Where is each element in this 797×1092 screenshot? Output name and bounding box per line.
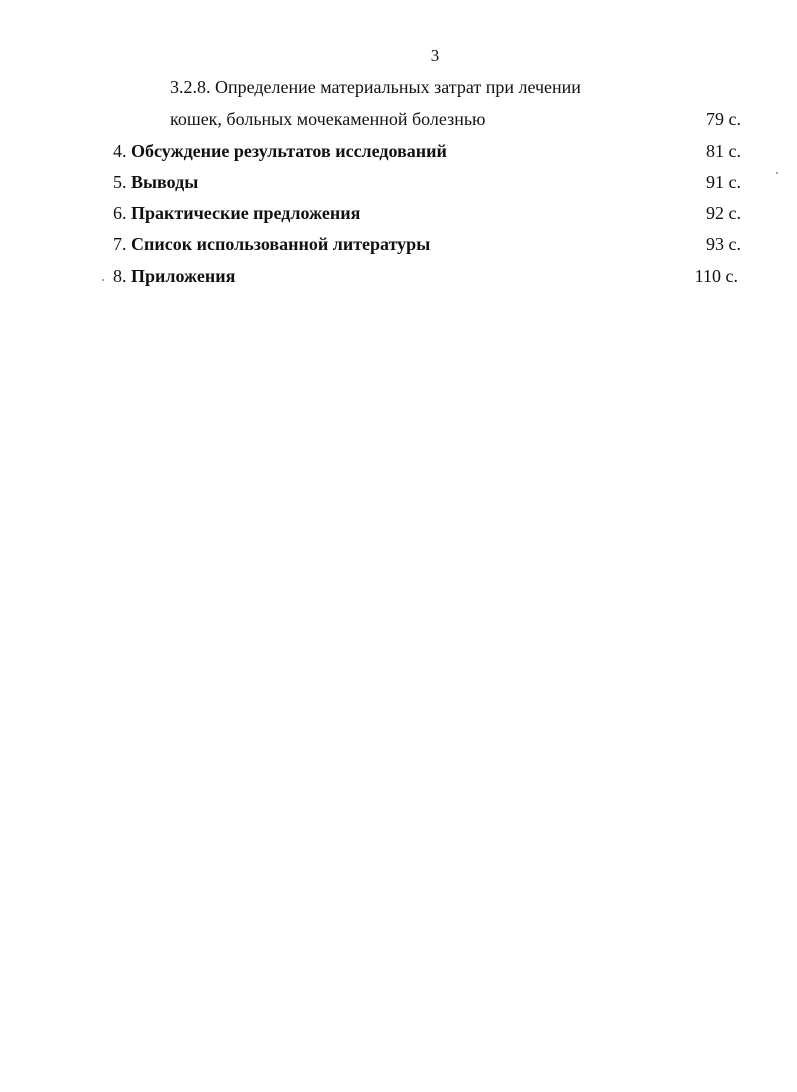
toc-entry-number: 7. xyxy=(113,234,127,254)
toc-entry-page: 93 с. xyxy=(706,234,741,254)
toc-entry-title: Список использованной литературы xyxy=(131,234,431,254)
toc-entry-title: Приложения xyxy=(131,266,236,286)
toc-entry-number: 5. xyxy=(113,172,127,192)
toc-entry-page: 91 с. xyxy=(706,172,741,192)
toc-entry-6: 6. Практические предложения 92 с. xyxy=(113,202,741,224)
toc-entry-4: 4. Обсуждение результатов исследований 8… xyxy=(113,140,741,162)
toc-entry-number: 8. xyxy=(113,266,127,286)
toc-entry-number: 4. xyxy=(113,141,127,161)
toc-entry-page: 81 с. xyxy=(706,141,741,161)
toc-entry-title: Выводы xyxy=(131,172,199,192)
toc-entry-title: Обсуждение результатов исследований xyxy=(131,141,447,161)
scan-speck xyxy=(102,279,104,281)
toc-entry-title: Практические предложения xyxy=(131,203,361,223)
toc-entry-number: 3.2.8. xyxy=(170,77,211,97)
toc-entry-8: 8. Приложения 110 с. xyxy=(113,265,738,287)
toc-entry-page: 79 с. xyxy=(706,109,741,129)
toc-entry-title: Определение материальных затрат при лече… xyxy=(215,77,581,97)
toc-entry-3-2-8-continued: кошек, больных мочекаменной болезнью 79 … xyxy=(170,108,741,130)
scan-speck xyxy=(776,172,778,174)
page-number: 3 xyxy=(430,46,440,65)
toc-entry-page: 92 с. xyxy=(706,203,741,223)
toc-entry-3-2-8: 3.2.8. Определение материальных затрат п… xyxy=(170,76,741,98)
toc-entry-title: кошек, больных мочекаменной болезнью xyxy=(170,109,486,129)
toc-entry-7: 7. Список использованной литературы 93 с… xyxy=(113,233,741,255)
toc-entry-number: 6. xyxy=(113,203,127,223)
toc-entry-page: 110 с. xyxy=(694,266,738,286)
toc-entry-5: 5. Выводы 91 с. xyxy=(113,171,741,193)
